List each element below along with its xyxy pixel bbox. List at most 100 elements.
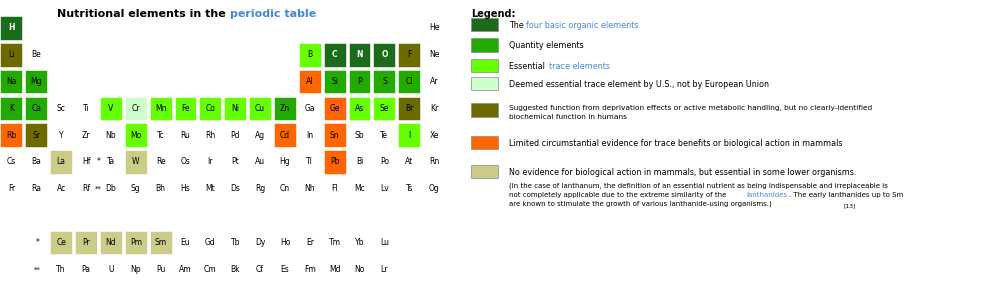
Text: Bk: Bk bbox=[230, 265, 240, 274]
Bar bbox=[398, 43, 420, 66]
Text: Os: Os bbox=[181, 158, 190, 166]
Text: Cr: Cr bbox=[132, 104, 140, 113]
Text: Ge: Ge bbox=[329, 104, 340, 113]
Text: Deemed essential trace element by U.S., not by European Union: Deemed essential trace element by U.S., … bbox=[509, 80, 769, 88]
Bar bbox=[324, 123, 346, 147]
Bar bbox=[0, 16, 22, 40]
Text: Cm: Cm bbox=[204, 265, 217, 274]
Bar bbox=[373, 70, 395, 93]
Text: four basic organic elements: four basic organic elements bbox=[526, 21, 638, 30]
Text: C: C bbox=[332, 50, 337, 59]
Text: No evidence for biological action in mammals, but essential in some lower organi: No evidence for biological action in mam… bbox=[509, 168, 856, 177]
Text: Fr: Fr bbox=[8, 184, 15, 193]
Text: Tm: Tm bbox=[329, 238, 341, 247]
Text: Bi: Bi bbox=[356, 158, 363, 166]
Text: periodic table: periodic table bbox=[230, 9, 316, 19]
Text: Lr: Lr bbox=[381, 265, 388, 274]
Text: No: No bbox=[354, 265, 365, 274]
Text: Ag: Ag bbox=[255, 131, 265, 140]
Text: Ba: Ba bbox=[31, 158, 41, 166]
Text: Sm: Sm bbox=[155, 238, 167, 247]
Text: Tc: Tc bbox=[157, 131, 164, 140]
Text: Ac: Ac bbox=[57, 184, 66, 193]
Text: **: ** bbox=[34, 266, 41, 272]
Text: O: O bbox=[381, 50, 388, 59]
Bar bbox=[25, 123, 47, 147]
Bar bbox=[0, 70, 22, 93]
Text: Suggested function from deprivation effects or active metabolic handling, but no: Suggested function from deprivation effe… bbox=[509, 105, 872, 111]
Text: Tb: Tb bbox=[230, 238, 240, 247]
Bar bbox=[0, 43, 22, 66]
Text: B: B bbox=[307, 50, 312, 59]
Text: Fm: Fm bbox=[304, 265, 316, 274]
Text: Ru: Ru bbox=[181, 131, 190, 140]
Text: Pt: Pt bbox=[231, 158, 239, 166]
Text: Fl: Fl bbox=[331, 184, 338, 193]
Bar bbox=[349, 70, 370, 93]
Bar bbox=[471, 38, 498, 52]
Text: Cn: Cn bbox=[280, 184, 290, 193]
Text: N: N bbox=[356, 50, 363, 59]
Bar bbox=[100, 231, 122, 254]
Text: Ho: Ho bbox=[280, 238, 290, 247]
Text: **: ** bbox=[95, 186, 102, 192]
Text: In: In bbox=[306, 131, 313, 140]
Bar bbox=[25, 96, 47, 120]
Text: *: * bbox=[97, 158, 100, 166]
Text: Cf: Cf bbox=[256, 265, 264, 274]
Text: Cd: Cd bbox=[280, 131, 290, 140]
Bar bbox=[324, 96, 346, 120]
Text: lanthanides: lanthanides bbox=[746, 192, 787, 198]
Bar bbox=[299, 43, 321, 66]
Text: Eu: Eu bbox=[181, 238, 190, 247]
Text: He: He bbox=[429, 23, 439, 32]
Text: Sg: Sg bbox=[131, 184, 141, 193]
Bar bbox=[398, 70, 420, 93]
Text: At: At bbox=[405, 158, 413, 166]
Text: Pb: Pb bbox=[330, 158, 339, 166]
Text: Mc: Mc bbox=[354, 184, 365, 193]
Text: Fe: Fe bbox=[181, 104, 190, 113]
Bar bbox=[150, 96, 172, 120]
Bar bbox=[373, 96, 395, 120]
Text: Nb: Nb bbox=[106, 131, 116, 140]
Bar bbox=[398, 96, 420, 120]
Text: Te: Te bbox=[380, 131, 388, 140]
Text: Hg: Hg bbox=[280, 158, 290, 166]
Text: Kr: Kr bbox=[430, 104, 438, 113]
Text: Cs: Cs bbox=[7, 158, 16, 166]
Text: Nutritional elements in the: Nutritional elements in the bbox=[57, 9, 230, 19]
Bar bbox=[0, 123, 22, 147]
Text: Hf: Hf bbox=[82, 158, 90, 166]
Bar bbox=[373, 43, 395, 66]
Text: Y: Y bbox=[59, 131, 63, 140]
Text: Rf: Rf bbox=[82, 184, 90, 193]
Text: Br: Br bbox=[405, 104, 413, 113]
Text: (In the case of lanthanum, the definition of an essential nutrient as being indi: (In the case of lanthanum, the definitio… bbox=[509, 183, 887, 189]
Text: Ta: Ta bbox=[107, 158, 115, 166]
Bar bbox=[471, 103, 498, 117]
Text: Yb: Yb bbox=[355, 238, 364, 247]
Bar bbox=[274, 123, 296, 147]
Text: Ga: Ga bbox=[305, 104, 315, 113]
Text: Np: Np bbox=[130, 265, 141, 274]
Bar bbox=[150, 231, 172, 254]
Bar bbox=[471, 136, 498, 149]
Bar bbox=[125, 231, 147, 254]
Bar bbox=[125, 96, 147, 120]
Text: S: S bbox=[382, 77, 387, 86]
Text: Be: Be bbox=[31, 50, 41, 59]
Text: I: I bbox=[408, 131, 410, 140]
Text: Th: Th bbox=[56, 265, 66, 274]
Text: Zr: Zr bbox=[82, 131, 90, 140]
Text: K: K bbox=[9, 104, 14, 113]
Text: Li: Li bbox=[8, 50, 15, 59]
Bar bbox=[349, 96, 370, 120]
Text: Rg: Rg bbox=[255, 184, 265, 193]
Text: not completely applicable due to the extreme similarity of the: not completely applicable due to the ext… bbox=[509, 192, 728, 198]
Text: Og: Og bbox=[429, 184, 440, 193]
Bar bbox=[471, 77, 498, 90]
Text: Mg: Mg bbox=[31, 77, 42, 86]
Text: Zn: Zn bbox=[280, 104, 290, 113]
Text: Sn: Sn bbox=[330, 131, 339, 140]
